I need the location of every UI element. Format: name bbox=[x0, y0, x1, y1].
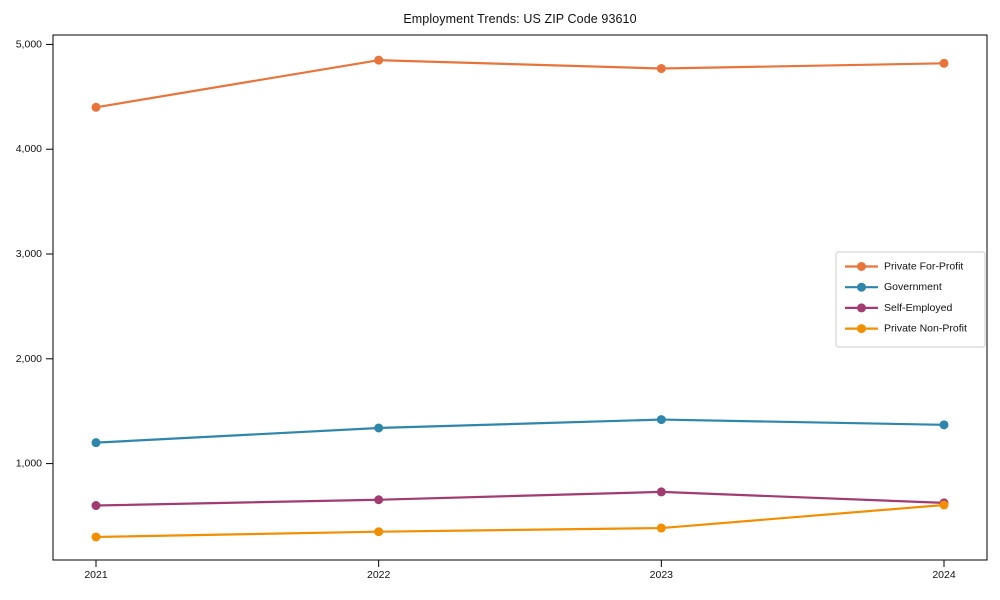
y-axis-tick-label: 2,000 bbox=[16, 353, 42, 365]
data-point-private-for-profit bbox=[91, 102, 101, 112]
chart-title: Employment Trends: US ZIP Code 93610 bbox=[403, 12, 637, 26]
legend-marker-icon bbox=[857, 324, 866, 334]
legend-label: Self-Employed bbox=[884, 302, 952, 314]
data-point-self-employed bbox=[91, 501, 101, 511]
y-axis-tick-label: 3,000 bbox=[16, 248, 42, 260]
data-point-private-non-profit bbox=[656, 523, 666, 533]
y-axis-tick-label: 5,000 bbox=[16, 38, 42, 50]
data-point-private-for-profit bbox=[374, 55, 384, 65]
legend-marker-icon bbox=[857, 262, 866, 271]
data-point-private-non-profit bbox=[939, 500, 949, 510]
data-point-self-employed bbox=[656, 487, 666, 497]
series-self-employed bbox=[91, 487, 949, 511]
legend-item-self-employed: Self-Employed bbox=[845, 302, 952, 314]
x-axis-tick-label: 2024 bbox=[932, 569, 956, 581]
y-axis-tick-label: 4,000 bbox=[16, 143, 42, 155]
legend-label: Private Non-Profit bbox=[884, 323, 967, 335]
legend-item-private-for-profit: Private For-Profit bbox=[845, 261, 963, 273]
series-line-private-for-profit bbox=[94, 59, 946, 109]
legend: Private For-Profit Government Self-Employe… bbox=[835, 251, 986, 348]
legend-marker-icon bbox=[857, 303, 866, 313]
data-point-private-for-profit bbox=[939, 58, 949, 68]
data-point-private-for-profit bbox=[656, 64, 666, 74]
legend-label: Government bbox=[884, 281, 942, 293]
legend-item-government: Government bbox=[845, 281, 942, 293]
legend-marker-icon bbox=[857, 282, 866, 292]
legend-item-private-non-profit: Private Non-Profit bbox=[845, 323, 967, 335]
legend-label: Private For-Profit bbox=[884, 261, 963, 273]
data-point-government bbox=[374, 423, 384, 433]
data-point-self-employed bbox=[374, 495, 384, 505]
x-axis-tick-label: 2021 bbox=[84, 569, 108, 581]
legend-box bbox=[835, 251, 986, 348]
data-point-private-non-profit bbox=[374, 527, 384, 537]
data-point-private-non-profit bbox=[91, 532, 101, 542]
data-point-government bbox=[91, 438, 101, 448]
x-axis: 2021 2022 2023 2024 bbox=[84, 560, 956, 581]
data-point-government bbox=[656, 415, 666, 425]
series-private-for-profit bbox=[91, 55, 949, 112]
series-line-private-non-profit bbox=[94, 503, 946, 539]
x-axis-tick-label: 2023 bbox=[650, 569, 674, 581]
y-axis-tick-label: 1,000 bbox=[16, 458, 42, 470]
x-axis-tick-label: 2022 bbox=[367, 569, 391, 581]
series-line-self-employed bbox=[94, 490, 946, 507]
plot-border bbox=[52, 34, 988, 561]
series-government bbox=[91, 415, 949, 448]
series-line-government bbox=[94, 418, 946, 444]
y-axis: 1,000 2,000 3,000 4,000 5,000 bbox=[16, 38, 53, 470]
data-point-government bbox=[939, 420, 949, 430]
series-private-non-profit bbox=[91, 500, 949, 542]
